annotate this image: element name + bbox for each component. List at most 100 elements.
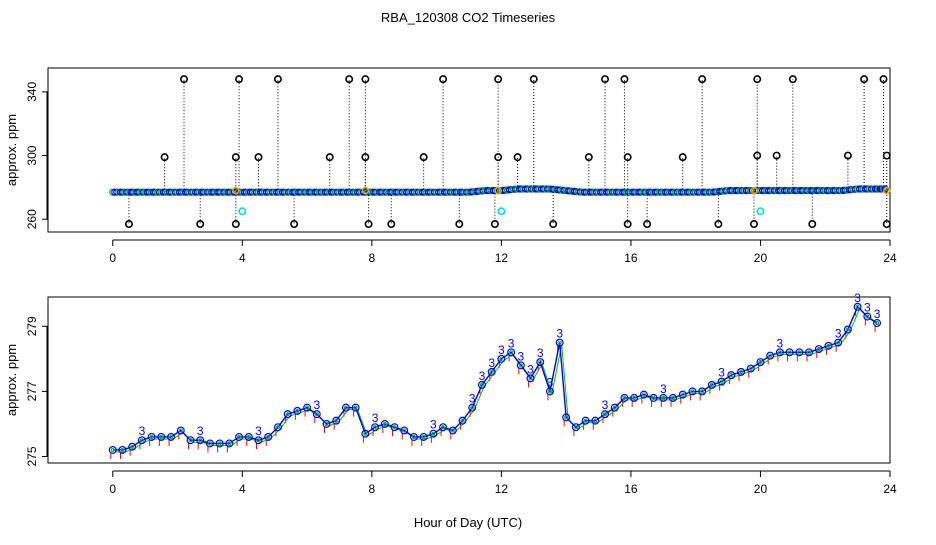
outlier-point — [364, 220, 373, 229]
outlier-point — [273, 75, 282, 84]
series-point-inner — [266, 434, 271, 440]
series-point — [669, 393, 678, 402]
series-point-label: 3 — [537, 346, 544, 360]
series-point-inner — [470, 405, 475, 410]
series-point — [571, 423, 580, 432]
series-point-inner — [845, 327, 851, 332]
outlier-point — [808, 220, 817, 229]
series-point-label: 3 — [718, 366, 725, 380]
outlier-point — [678, 153, 687, 162]
series-point-inner — [343, 405, 349, 410]
series-point-inner — [460, 418, 465, 423]
series-point-inner — [564, 415, 569, 420]
series-point-inner — [593, 418, 598, 423]
series-point — [380, 419, 389, 428]
series-point — [108, 445, 117, 454]
series-point-label: 3 — [488, 356, 495, 370]
baseline-point — [868, 185, 876, 193]
series-point-label: 3 — [602, 398, 609, 412]
series-point — [235, 432, 244, 441]
bottom-plot-frame — [47, 296, 891, 464]
series-point-inner — [275, 425, 281, 430]
blue-series-line — [112, 305, 878, 451]
series-point-inner — [324, 421, 329, 427]
series-point-inner — [227, 441, 232, 446]
outlier-point — [494, 153, 503, 162]
outlier-point — [490, 220, 499, 229]
series-point-label: 3 — [854, 291, 861, 305]
series-point — [756, 358, 765, 367]
series-point — [785, 348, 794, 357]
series-point-inner — [719, 379, 724, 384]
series-point-label: 3 — [777, 336, 784, 350]
series-point — [834, 338, 843, 347]
series-point — [205, 439, 214, 448]
series-point-inner — [777, 350, 782, 355]
top-series-marks — [109, 75, 891, 229]
bottom-axis-ticks: 0 4 8 12 16 20 24 275 277 279 — [25, 316, 897, 496]
series-point — [843, 325, 852, 334]
series-point — [477, 380, 486, 389]
series-point — [215, 439, 224, 448]
series-point — [853, 302, 862, 311]
outlier-point — [196, 220, 205, 229]
top-x-tick-label: 4 — [239, 251, 246, 265]
series-point-inner — [450, 428, 455, 433]
series-point — [322, 419, 331, 428]
series-point — [293, 406, 302, 415]
series-point-inner — [509, 350, 514, 355]
series-point — [225, 439, 234, 448]
outlier-point — [387, 220, 396, 229]
top-x-tick-label: 20 — [754, 251, 768, 265]
top-plot-frame — [47, 67, 891, 233]
series-point — [516, 361, 525, 370]
orange-point — [361, 186, 370, 195]
series-point — [746, 364, 755, 373]
series-point-inner — [479, 382, 485, 387]
green-series-line — [114, 307, 880, 453]
outlier-point — [772, 151, 781, 160]
series-point-inner — [168, 434, 174, 440]
series-point — [497, 354, 506, 363]
outlier-point — [601, 75, 610, 84]
cyan-point — [756, 207, 765, 216]
series-point-label: 3 — [527, 362, 534, 376]
series-point — [620, 393, 629, 402]
series-point — [601, 410, 610, 419]
series-point-inner — [709, 382, 714, 387]
bottom-x-tick-label: 20 — [754, 482, 768, 496]
series-point — [581, 416, 590, 425]
series-point-inner — [178, 428, 183, 433]
series-point — [536, 358, 545, 367]
x-axis-label: Hour of Day (UTC) — [414, 515, 522, 530]
series-point-inner — [392, 425, 397, 430]
top-y-tick-label: 340 — [25, 82, 39, 102]
bottom-x-tick-label: 8 — [369, 482, 376, 496]
series-point-inner — [651, 395, 656, 401]
series-point-inner — [159, 434, 164, 440]
series-point-inner — [489, 369, 494, 374]
series-point-inner — [865, 314, 870, 319]
series-point-inner — [188, 438, 193, 443]
orange-point — [494, 186, 502, 195]
series-point-label: 3 — [864, 301, 871, 315]
outlier-point — [882, 151, 891, 160]
series-point-inner — [874, 320, 880, 326]
cyan-point — [497, 207, 506, 216]
series-point-inner — [787, 350, 792, 355]
outlier-point — [231, 153, 240, 162]
top-y-axis-label: approx. ppm — [4, 114, 19, 186]
series-point-label: 3 — [498, 343, 505, 357]
outlier-point — [439, 75, 448, 84]
series-point-inner — [431, 431, 436, 436]
series-point-inner — [538, 359, 543, 365]
outlier-point — [361, 75, 370, 84]
series-point — [775, 348, 784, 357]
series-point — [659, 393, 668, 402]
outlier-point — [235, 75, 244, 84]
series-point-label: 3 — [517, 349, 524, 363]
series-point — [244, 432, 253, 441]
outlier-point — [513, 153, 522, 162]
